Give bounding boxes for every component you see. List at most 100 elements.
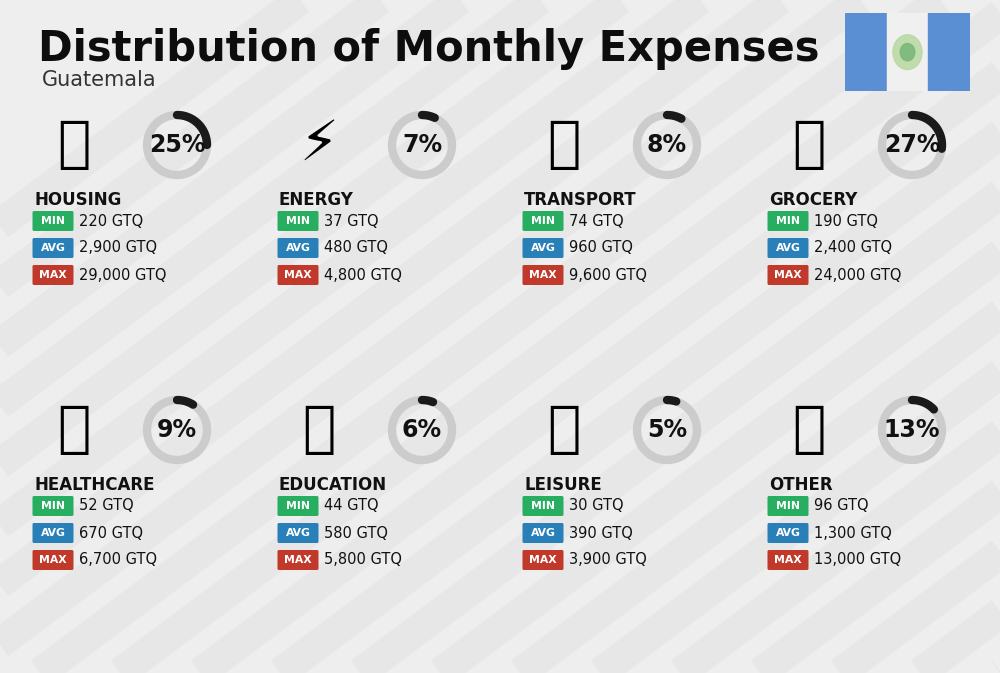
Text: 27%: 27% (884, 133, 940, 157)
Text: MIN: MIN (41, 216, 65, 226)
FancyBboxPatch shape (32, 211, 74, 231)
Text: 25%: 25% (149, 133, 205, 157)
Text: 2,900 GTQ: 2,900 GTQ (79, 240, 157, 256)
Ellipse shape (893, 35, 922, 69)
FancyBboxPatch shape (278, 211, 318, 231)
Text: 13%: 13% (884, 418, 940, 442)
Text: AVG: AVG (286, 528, 310, 538)
Text: MIN: MIN (776, 501, 800, 511)
Text: MAX: MAX (284, 270, 312, 280)
Text: TRANSPORT: TRANSPORT (524, 191, 637, 209)
Text: MIN: MIN (41, 501, 65, 511)
FancyBboxPatch shape (768, 265, 808, 285)
Text: EDUCATION: EDUCATION (279, 476, 387, 494)
Text: ⚡: ⚡ (300, 118, 338, 172)
Text: MAX: MAX (39, 270, 67, 280)
Text: 🛍: 🛍 (547, 403, 581, 457)
Text: MAX: MAX (774, 270, 802, 280)
Text: MAX: MAX (774, 555, 802, 565)
Text: 52 GTQ: 52 GTQ (79, 499, 134, 513)
FancyBboxPatch shape (278, 265, 318, 285)
Text: 7%: 7% (402, 133, 442, 157)
Text: Distribution of Monthly Expenses: Distribution of Monthly Expenses (38, 28, 820, 70)
Text: AVG: AVG (41, 243, 65, 253)
Text: 670 GTQ: 670 GTQ (79, 526, 143, 540)
FancyBboxPatch shape (522, 523, 564, 543)
FancyBboxPatch shape (278, 550, 318, 570)
Text: AVG: AVG (531, 243, 555, 253)
Text: 29,000 GTQ: 29,000 GTQ (79, 267, 166, 283)
FancyBboxPatch shape (32, 496, 74, 516)
Text: MIN: MIN (531, 501, 555, 511)
Bar (928, 13, 970, 91)
FancyBboxPatch shape (278, 523, 318, 543)
Text: 6,700 GTQ: 6,700 GTQ (79, 553, 157, 567)
Text: MIN: MIN (531, 216, 555, 226)
Text: HOUSING: HOUSING (34, 191, 121, 209)
Text: AVG: AVG (286, 243, 310, 253)
Text: ENERGY: ENERGY (279, 191, 354, 209)
Text: 🏢: 🏢 (57, 118, 91, 172)
Text: 74 GTQ: 74 GTQ (569, 213, 624, 229)
Bar (845, 13, 887, 91)
Text: 30 GTQ: 30 GTQ (569, 499, 624, 513)
Text: 480 GTQ: 480 GTQ (324, 240, 388, 256)
Text: 9,600 GTQ: 9,600 GTQ (569, 267, 647, 283)
FancyBboxPatch shape (768, 550, 808, 570)
FancyBboxPatch shape (522, 211, 564, 231)
Ellipse shape (900, 44, 915, 61)
Text: 220 GTQ: 220 GTQ (79, 213, 143, 229)
Text: 960 GTQ: 960 GTQ (569, 240, 633, 256)
Text: 580 GTQ: 580 GTQ (324, 526, 388, 540)
Text: MAX: MAX (284, 555, 312, 565)
FancyBboxPatch shape (32, 523, 74, 543)
Text: 3,900 GTQ: 3,900 GTQ (569, 553, 647, 567)
Text: 6%: 6% (402, 418, 442, 442)
Text: 9%: 9% (157, 418, 197, 442)
FancyBboxPatch shape (768, 211, 808, 231)
FancyBboxPatch shape (278, 496, 318, 516)
FancyBboxPatch shape (522, 265, 564, 285)
FancyBboxPatch shape (768, 496, 808, 516)
Text: Guatemala: Guatemala (42, 70, 157, 90)
Text: 🎓: 🎓 (302, 403, 336, 457)
Text: MIN: MIN (286, 501, 310, 511)
Text: 🚌: 🚌 (547, 118, 581, 172)
Text: AVG: AVG (776, 528, 800, 538)
Text: 5,800 GTQ: 5,800 GTQ (324, 553, 402, 567)
FancyBboxPatch shape (278, 238, 318, 258)
Text: 8%: 8% (647, 133, 687, 157)
Text: MAX: MAX (529, 270, 557, 280)
Text: 🏥: 🏥 (57, 403, 91, 457)
Text: 190 GTQ: 190 GTQ (814, 213, 878, 229)
Text: 390 GTQ: 390 GTQ (569, 526, 633, 540)
Text: LEISURE: LEISURE (524, 476, 602, 494)
FancyBboxPatch shape (768, 238, 808, 258)
FancyBboxPatch shape (522, 496, 564, 516)
Text: 4,800 GTQ: 4,800 GTQ (324, 267, 402, 283)
Text: 96 GTQ: 96 GTQ (814, 499, 869, 513)
Text: MIN: MIN (776, 216, 800, 226)
FancyBboxPatch shape (522, 550, 564, 570)
Text: 🛒: 🛒 (792, 118, 826, 172)
Bar (887, 13, 928, 91)
Text: MAX: MAX (39, 555, 67, 565)
Text: GROCERY: GROCERY (769, 191, 857, 209)
FancyBboxPatch shape (768, 523, 808, 543)
Text: MAX: MAX (529, 555, 557, 565)
FancyBboxPatch shape (32, 265, 74, 285)
Text: 💰: 💰 (792, 403, 826, 457)
FancyBboxPatch shape (32, 550, 74, 570)
Text: 37 GTQ: 37 GTQ (324, 213, 379, 229)
Text: OTHER: OTHER (769, 476, 833, 494)
Text: 1,300 GTQ: 1,300 GTQ (814, 526, 892, 540)
Text: AVG: AVG (531, 528, 555, 538)
Text: 5%: 5% (647, 418, 687, 442)
Text: MIN: MIN (286, 216, 310, 226)
Text: 2,400 GTQ: 2,400 GTQ (814, 240, 892, 256)
Text: 44 GTQ: 44 GTQ (324, 499, 379, 513)
Text: AVG: AVG (41, 528, 65, 538)
FancyBboxPatch shape (522, 238, 564, 258)
Text: AVG: AVG (776, 243, 800, 253)
Text: 13,000 GTQ: 13,000 GTQ (814, 553, 901, 567)
